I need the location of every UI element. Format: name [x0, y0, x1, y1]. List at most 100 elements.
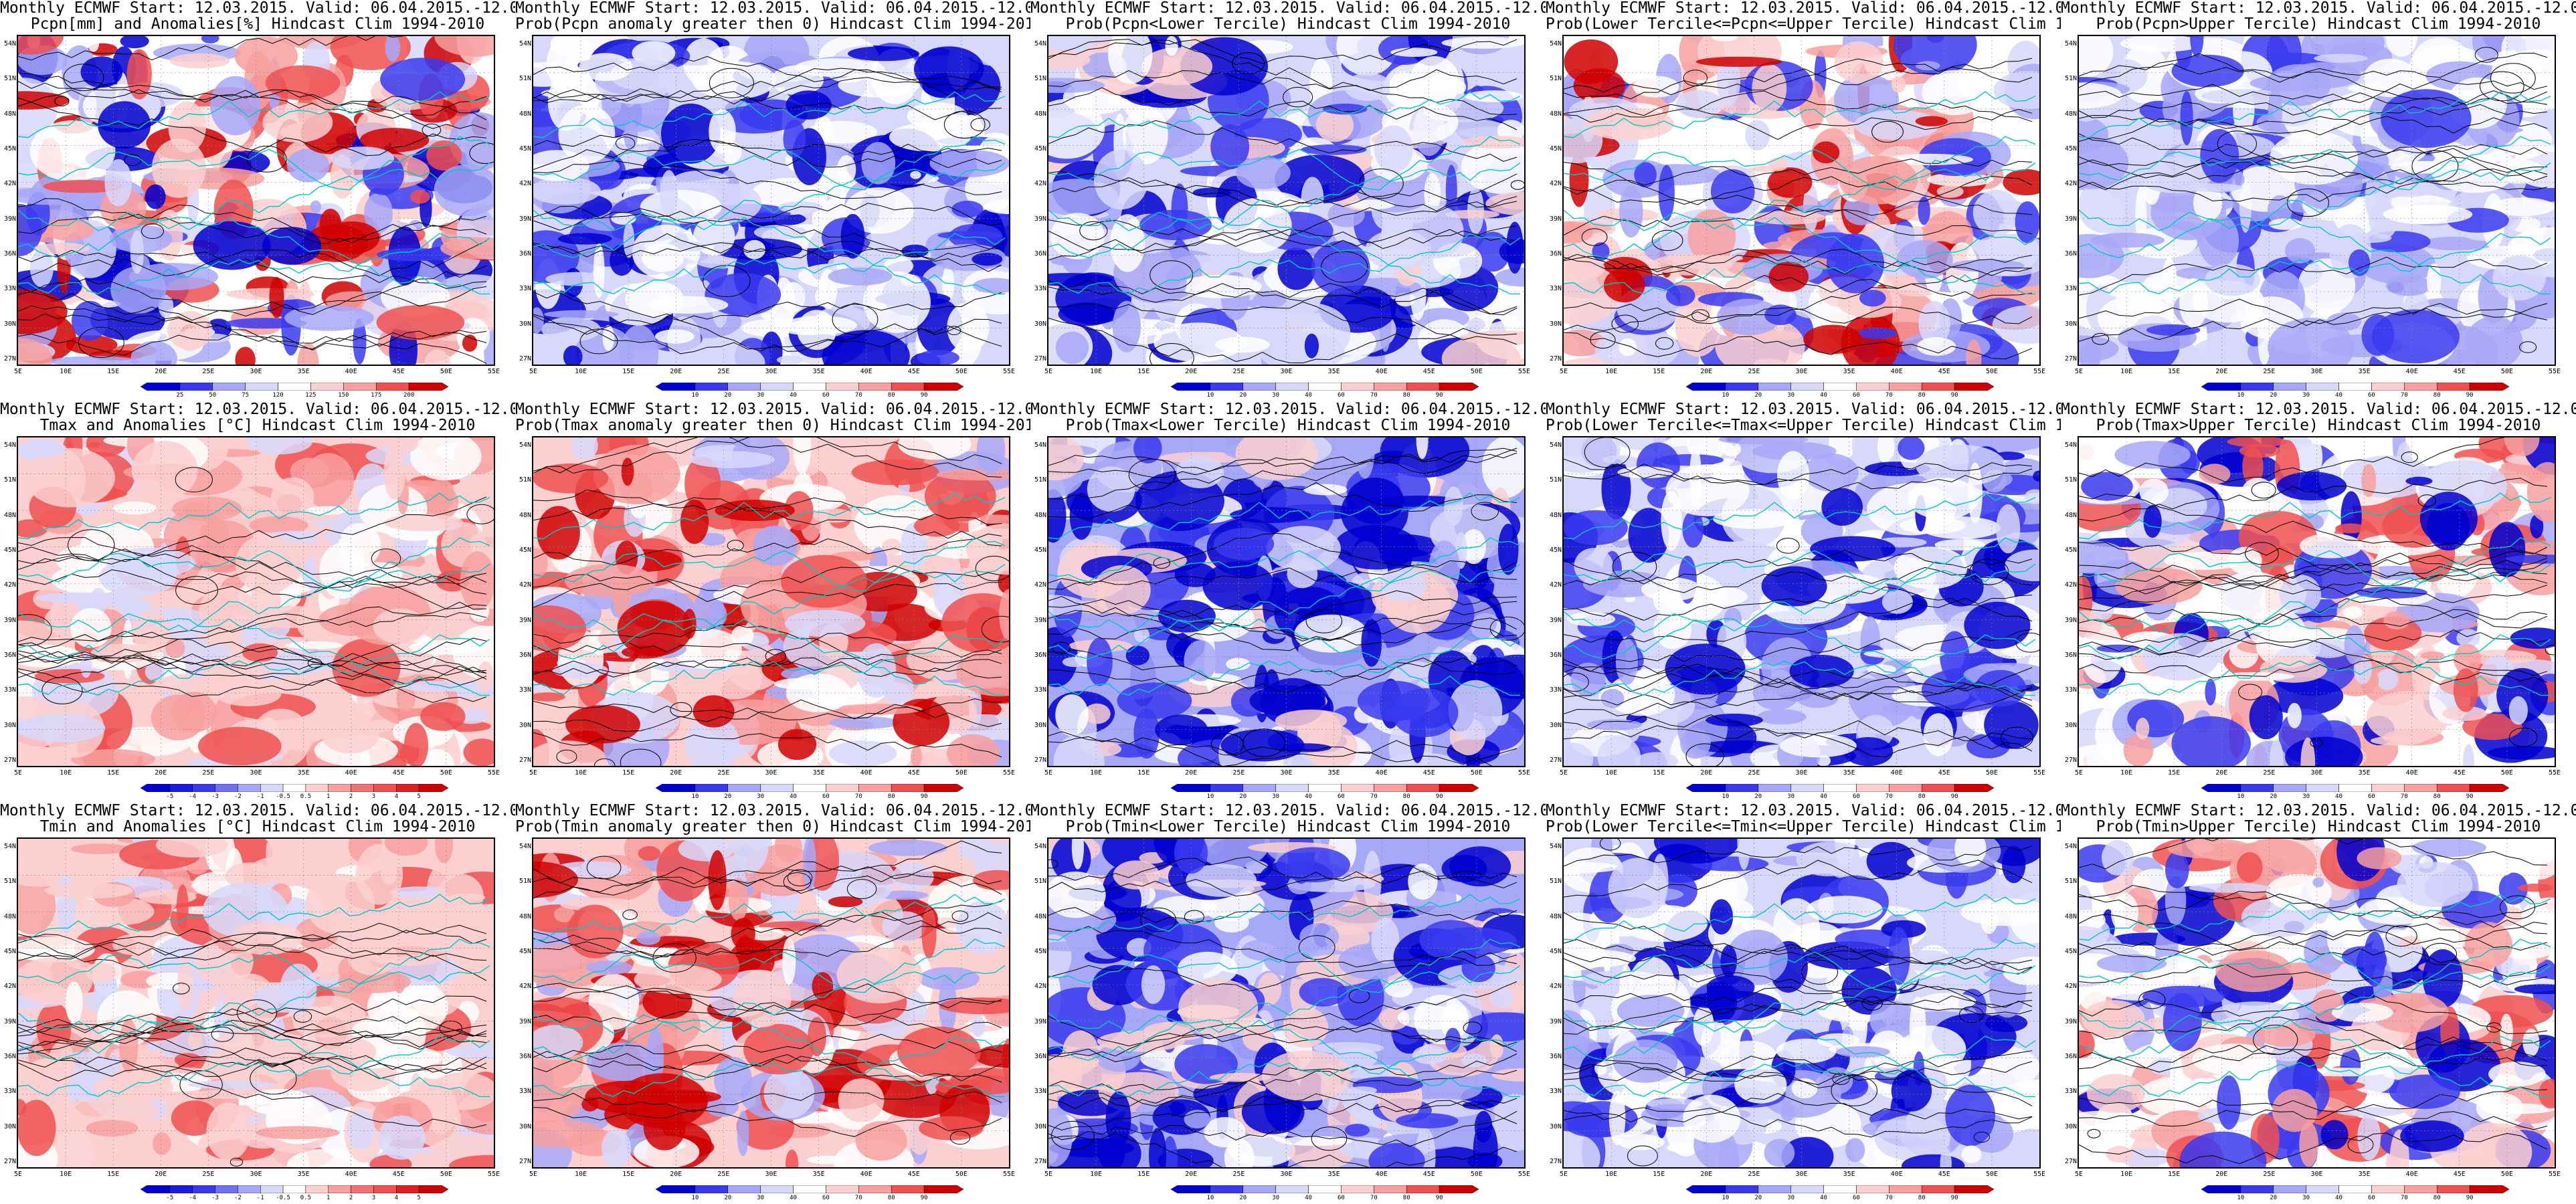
colorbar: [141, 383, 448, 391]
lat-tick-label: 27N: [3, 757, 16, 764]
lon-tick-label: 45E: [392, 1171, 405, 1178]
lat-tick-label: 42N: [1034, 180, 1046, 188]
lon-tick-label: 45E: [2453, 769, 2466, 777]
lon-tick-label: 10E: [1605, 368, 1618, 375]
lon-tick-label: 30E: [1795, 769, 1808, 777]
colorbar-swatch: [826, 784, 859, 792]
colorbar-swatch: [396, 1185, 420, 1193]
panel-title-line2: Prob(Pcpn anomaly greater then 0) Hindca…: [515, 15, 1044, 33]
lat-tick-label: 30N: [1549, 721, 1562, 729]
colorbar-swatch: [760, 784, 794, 792]
colorbar-label: 60: [1338, 1195, 1345, 1201]
lon-tick-label: 10E: [2120, 1171, 2133, 1178]
colorbar-swatch: [169, 784, 193, 792]
lat-tick-label: 51N: [2064, 476, 2077, 484]
lat-tick-label: 36N: [1549, 1053, 1562, 1060]
lat-tick-label: 54N: [519, 843, 531, 850]
lat-tick-label: 33N: [3, 285, 16, 293]
lat-tick-label: 30N: [519, 721, 531, 729]
lat-tick-label: 45N: [519, 948, 531, 955]
lat-tick-label: 51N: [3, 75, 16, 83]
colorbar-swatch: [1243, 383, 1276, 391]
map-field: [1564, 839, 2039, 1167]
lat-tick-label: 30N: [519, 320, 531, 328]
map-field: [18, 36, 494, 365]
lat-tick-label: 39N: [519, 215, 531, 223]
lat-tick-label: 30N: [2064, 721, 2077, 729]
colorbar-swatch: [1856, 383, 1890, 391]
colorbar-label: -3: [211, 793, 219, 800]
colorbar-label: 20: [2270, 392, 2278, 399]
lat-tick-label: 42N: [519, 983, 531, 991]
colorbar-swatch: [1341, 383, 1374, 391]
colorbar-label: 10: [691, 392, 699, 399]
colorbar-swatch: [310, 383, 344, 391]
colorbar: [1686, 1185, 1994, 1193]
panel-title-line1: Monthly ECMWF Start: 12.03.2015. Valid: …: [1030, 0, 1615, 17]
colorbar-swatch: [695, 1185, 729, 1193]
lat-tick-label: 39N: [1549, 1017, 1562, 1025]
colorbar-swatch: [1406, 784, 1440, 792]
lon-tick-label: 25E: [717, 1171, 730, 1178]
lon-tick-label: 45E: [2453, 368, 2466, 375]
map-area: [1047, 35, 1526, 366]
colorbar-swatch: [1439, 383, 1479, 391]
lat-tick-label: 42N: [1034, 983, 1046, 991]
colorbar-label: 175: [371, 392, 382, 399]
lon-tick-label: 35E: [2358, 1171, 2371, 1178]
colorbar-label: 50: [209, 392, 217, 399]
colorbar-label: 90: [1435, 1195, 1443, 1201]
colorbar-label: 40: [1305, 392, 1312, 399]
lat-tick-label: 30N: [519, 1122, 531, 1130]
colorbar-swatch: [2371, 1185, 2405, 1193]
panel-title-line2: Prob(Tmax<Lower Tercile) Hindcast Clim 1…: [1065, 417, 1511, 434]
colorbar-swatch: [1243, 1185, 1276, 1193]
colorbar-swatch: [1954, 784, 1994, 792]
colorbar-label: 70: [2400, 392, 2408, 399]
colorbar-swatch: [305, 1185, 329, 1193]
colorbar-swatch: [1374, 1185, 1407, 1193]
lon-tick-label: 40E: [2405, 1171, 2418, 1178]
colorbar-label: 80: [1402, 793, 1410, 800]
colorbar-swatch: [2469, 383, 2509, 391]
colorbar-swatch: [1308, 1185, 1342, 1193]
lon-tick-label: 5E: [2074, 368, 2084, 375]
colorbar-label: 20: [1754, 392, 1762, 399]
panel-title-line2: Tmax and Anomalies [°C] Hindcast Clim 19…: [39, 417, 476, 434]
lat-tick-label: 51N: [1549, 476, 1562, 484]
lon-tick-label: 55E: [487, 1171, 500, 1178]
colorbar-swatch: [2338, 1185, 2372, 1193]
colorbar-swatch: [1823, 383, 1857, 391]
panel-title-line1: Monthly ECMWF Start: 12.03.2015. Valid: …: [2061, 802, 2576, 819]
colorbar-swatch: [2404, 784, 2437, 792]
colorbar-swatch: [727, 784, 761, 792]
lat-tick-label: 33N: [1034, 686, 1046, 694]
lat-tick-label: 33N: [519, 285, 531, 293]
lat-tick-label: 42N: [1549, 581, 1562, 589]
colorbar-label: 90: [1950, 392, 1958, 399]
colorbar-swatch: [2306, 784, 2339, 792]
colorbar-swatch: [2436, 383, 2470, 391]
lat-tick-label: 39N: [1549, 616, 1562, 624]
colorbar-swatch: [343, 383, 377, 391]
colorbar-swatch: [793, 784, 826, 792]
lon-tick-label: 20E: [155, 368, 167, 375]
colorbar-swatch: [141, 383, 181, 391]
map-area: [17, 436, 495, 767]
colorbar-swatch: [2240, 383, 2274, 391]
panel-title-line2: Prob(Lower Tercile<=Pcpn<=Upper Tercile)…: [1546, 15, 2139, 33]
lat-tick-label: 27N: [1034, 757, 1046, 764]
lat-tick-label: 48N: [2064, 110, 2077, 118]
lon-tick-label: 25E: [1232, 1171, 1245, 1178]
lat-tick-label: 51N: [519, 878, 531, 886]
colorbar-swatch: [656, 383, 696, 391]
lat-tick-label: 27N: [2064, 1158, 2077, 1165]
lon-tick-label: 40E: [2405, 368, 2418, 375]
lon-tick-label: 25E: [2263, 1171, 2276, 1178]
colorbar-label: 60: [822, 392, 830, 399]
colorbar-swatch: [1171, 784, 1211, 792]
panel-title-line1: Monthly ECMWF Start: 12.03.2015. Valid: …: [1546, 0, 2130, 17]
colorbar-label: 60: [1853, 793, 1860, 800]
lon-tick-label: 5E: [529, 769, 538, 777]
colorbar-label: 150: [338, 392, 349, 399]
